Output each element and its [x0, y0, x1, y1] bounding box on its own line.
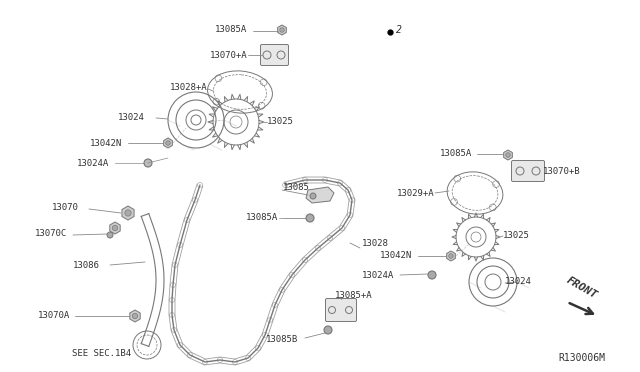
Text: 13085A: 13085A	[246, 214, 278, 222]
Text: 13070: 13070	[52, 202, 79, 212]
Text: 13042N: 13042N	[380, 251, 412, 260]
Text: 13086: 13086	[73, 260, 100, 269]
FancyBboxPatch shape	[511, 160, 545, 182]
Circle shape	[306, 214, 314, 222]
Text: 13028: 13028	[362, 238, 389, 247]
FancyBboxPatch shape	[326, 298, 356, 321]
Text: 13024A: 13024A	[362, 270, 394, 279]
Text: FRONT: FRONT	[565, 275, 599, 301]
Text: 13085A: 13085A	[215, 26, 247, 35]
Text: 13085A: 13085A	[440, 148, 472, 157]
Text: 13085B: 13085B	[266, 336, 298, 344]
Text: 13085+A: 13085+A	[335, 291, 372, 299]
Text: 13029+A: 13029+A	[397, 189, 435, 198]
Polygon shape	[504, 150, 513, 160]
Circle shape	[132, 313, 138, 319]
Text: 13070A: 13070A	[38, 311, 70, 321]
Text: R130006M: R130006M	[558, 353, 605, 363]
Circle shape	[324, 326, 332, 334]
Text: 13025: 13025	[267, 118, 294, 126]
Circle shape	[506, 153, 510, 157]
Circle shape	[125, 210, 131, 216]
Polygon shape	[130, 310, 140, 322]
Text: 13070+A: 13070+A	[210, 51, 248, 61]
Circle shape	[449, 254, 453, 258]
Polygon shape	[306, 187, 334, 203]
Circle shape	[112, 225, 118, 231]
Text: 13085: 13085	[283, 183, 310, 192]
Circle shape	[310, 193, 316, 199]
Text: 13024A: 13024A	[77, 158, 109, 167]
Circle shape	[107, 232, 113, 238]
Circle shape	[166, 141, 170, 145]
Polygon shape	[164, 138, 172, 148]
Text: 13024: 13024	[505, 278, 532, 286]
Text: 13070+B: 13070+B	[543, 167, 580, 176]
Text: 2: 2	[396, 25, 402, 35]
Circle shape	[280, 28, 284, 32]
Circle shape	[428, 271, 436, 279]
Polygon shape	[278, 25, 286, 35]
Text: SEE SEC.1B4: SEE SEC.1B4	[72, 349, 131, 357]
Circle shape	[144, 159, 152, 167]
Text: 13028+A: 13028+A	[170, 83, 207, 93]
FancyBboxPatch shape	[260, 45, 289, 65]
Polygon shape	[447, 251, 455, 261]
Text: 13070C: 13070C	[35, 230, 67, 238]
Text: 13024: 13024	[118, 113, 145, 122]
Text: 13025: 13025	[503, 231, 530, 240]
Polygon shape	[122, 206, 134, 220]
Polygon shape	[110, 222, 120, 234]
Text: 13042N: 13042N	[90, 138, 122, 148]
